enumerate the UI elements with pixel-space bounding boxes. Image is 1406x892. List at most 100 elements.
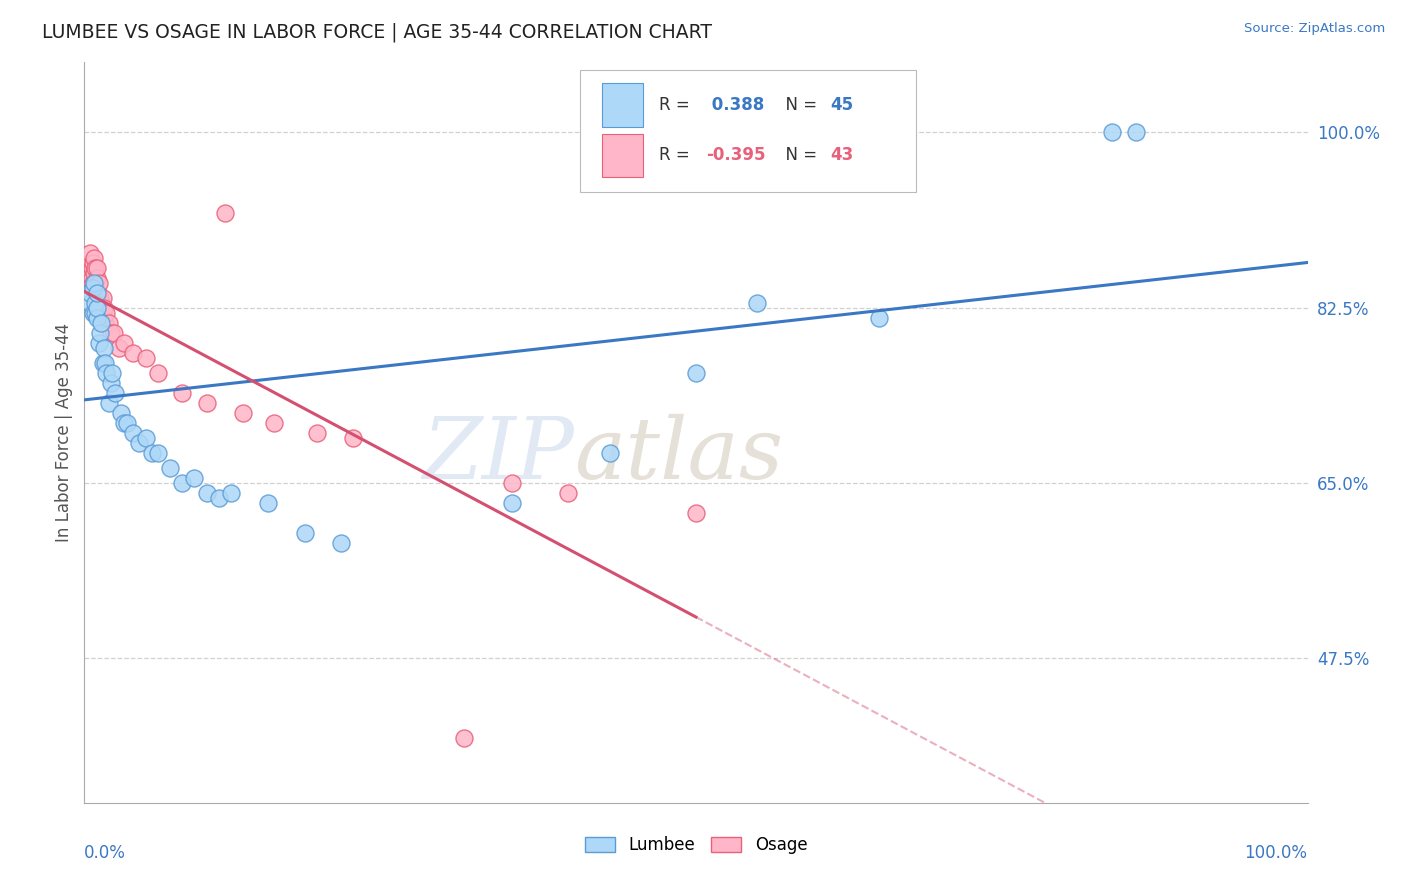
Point bbox=[172, 475, 194, 490]
Text: 100.0%: 100.0% bbox=[1244, 844, 1308, 862]
Point bbox=[214, 205, 236, 219]
Point bbox=[342, 431, 364, 445]
Y-axis label: In Labor Force | Age 35-44: In Labor Force | Age 35-44 bbox=[55, 323, 73, 542]
Point bbox=[84, 305, 107, 319]
Point bbox=[96, 305, 118, 319]
Point bbox=[146, 445, 169, 459]
Point bbox=[122, 425, 145, 440]
Point bbox=[195, 395, 218, 409]
Point bbox=[86, 270, 108, 285]
Point bbox=[89, 291, 111, 305]
Point bbox=[94, 355, 117, 369]
Point bbox=[93, 301, 115, 315]
Point bbox=[79, 255, 101, 269]
Point bbox=[172, 385, 194, 400]
Text: LUMBEE VS OSAGE IN LABOR FORCE | AGE 35-44 CORRELATION CHART: LUMBEE VS OSAGE IN LABOR FORCE | AGE 35-… bbox=[42, 22, 713, 42]
Text: -0.395: -0.395 bbox=[706, 146, 765, 164]
Point bbox=[232, 406, 254, 420]
Point bbox=[87, 276, 110, 290]
Point bbox=[159, 460, 181, 475]
Point bbox=[79, 245, 101, 260]
Point bbox=[82, 280, 104, 294]
Point bbox=[91, 305, 114, 319]
Text: 0.388: 0.388 bbox=[706, 96, 763, 114]
FancyBboxPatch shape bbox=[579, 70, 917, 192]
Point bbox=[91, 291, 114, 305]
Point bbox=[305, 425, 328, 440]
Point bbox=[208, 491, 231, 505]
Point bbox=[93, 341, 115, 355]
Point bbox=[91, 355, 114, 369]
Point bbox=[82, 305, 104, 319]
Point bbox=[453, 731, 475, 745]
Point bbox=[80, 260, 103, 275]
Text: R =: R = bbox=[659, 96, 696, 114]
Point bbox=[502, 496, 524, 510]
Point bbox=[86, 260, 108, 275]
Point bbox=[195, 485, 218, 500]
Point bbox=[219, 485, 242, 500]
Point bbox=[112, 335, 135, 350]
Point bbox=[294, 525, 316, 540]
Point bbox=[97, 316, 120, 330]
Point bbox=[96, 366, 118, 380]
Point bbox=[82, 255, 104, 269]
Point bbox=[89, 326, 111, 340]
Point bbox=[128, 435, 150, 450]
Point bbox=[84, 260, 107, 275]
Point bbox=[146, 366, 169, 380]
Text: N =: N = bbox=[776, 96, 823, 114]
Point bbox=[87, 295, 110, 310]
Point bbox=[86, 301, 108, 315]
Point bbox=[263, 416, 285, 430]
Point bbox=[869, 310, 891, 325]
Point bbox=[599, 445, 621, 459]
Legend: Lumbee, Osage: Lumbee, Osage bbox=[578, 830, 814, 861]
Point bbox=[77, 270, 100, 285]
Point bbox=[747, 295, 769, 310]
Point bbox=[84, 295, 107, 310]
Point bbox=[107, 341, 129, 355]
Point bbox=[330, 535, 353, 549]
Point bbox=[84, 276, 107, 290]
Point bbox=[80, 270, 103, 285]
Point bbox=[100, 376, 122, 390]
Point bbox=[83, 251, 105, 265]
Text: Source: ZipAtlas.com: Source: ZipAtlas.com bbox=[1244, 22, 1385, 36]
Text: 45: 45 bbox=[831, 96, 853, 114]
Text: 0.0%: 0.0% bbox=[84, 844, 127, 862]
Point bbox=[100, 326, 122, 340]
Point bbox=[97, 395, 120, 409]
Point bbox=[104, 385, 127, 400]
Point bbox=[115, 416, 138, 430]
Text: N =: N = bbox=[776, 146, 823, 164]
Point bbox=[83, 266, 105, 280]
Point bbox=[90, 316, 112, 330]
FancyBboxPatch shape bbox=[602, 134, 644, 178]
Point bbox=[257, 496, 280, 510]
Point bbox=[101, 366, 124, 380]
Point bbox=[685, 366, 707, 380]
Point bbox=[79, 295, 101, 310]
Point bbox=[86, 285, 108, 300]
Point bbox=[79, 285, 101, 300]
Point bbox=[83, 276, 105, 290]
Point bbox=[141, 445, 163, 459]
Text: atlas: atlas bbox=[574, 414, 783, 496]
Point bbox=[110, 406, 132, 420]
Point bbox=[1101, 126, 1123, 140]
Point bbox=[87, 285, 110, 300]
Point bbox=[135, 431, 157, 445]
Point bbox=[112, 416, 135, 430]
Point bbox=[122, 345, 145, 359]
Point bbox=[90, 295, 112, 310]
Point bbox=[135, 351, 157, 365]
Text: ZIP: ZIP bbox=[422, 414, 574, 496]
Point bbox=[86, 285, 108, 300]
Text: R =: R = bbox=[659, 146, 696, 164]
Point bbox=[103, 326, 125, 340]
Point bbox=[557, 485, 579, 500]
Point bbox=[87, 335, 110, 350]
Point bbox=[82, 276, 104, 290]
Point bbox=[685, 506, 707, 520]
